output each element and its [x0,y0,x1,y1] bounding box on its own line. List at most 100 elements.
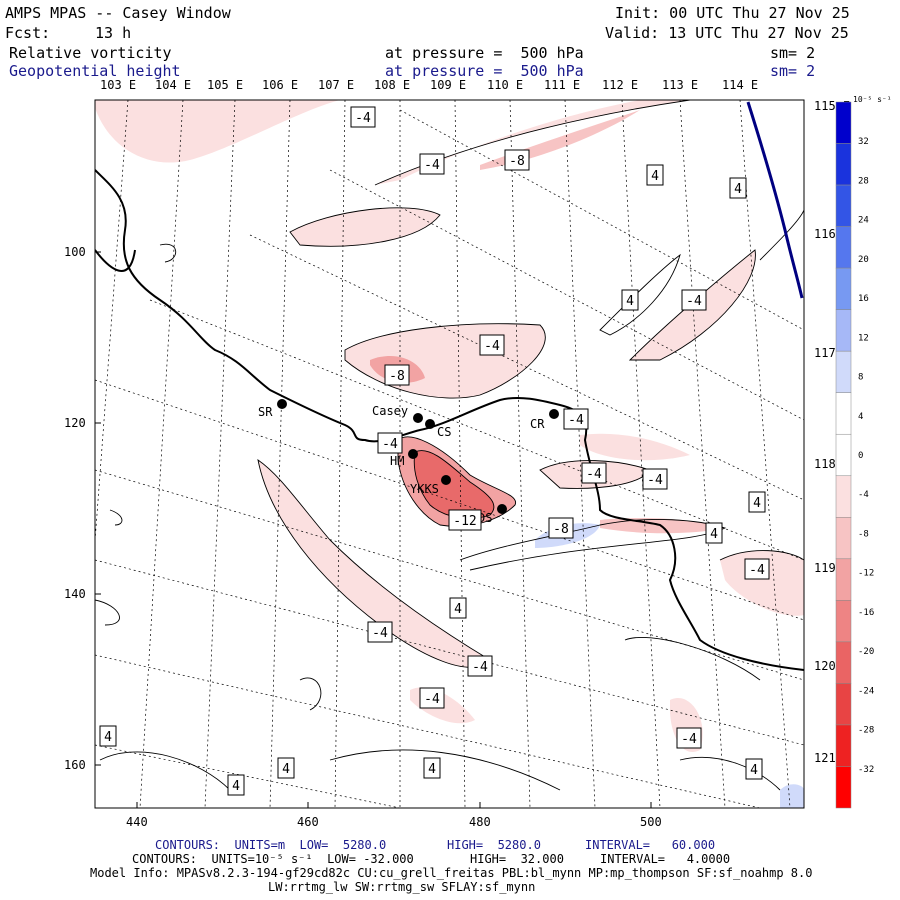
colorbar-segment [835,558,852,601]
colorbar-segment [835,475,852,518]
station-marker-cs [425,419,435,429]
lon-label-top: 105 E [207,78,243,92]
lon-label-top: 109 E [430,78,466,92]
contour-label-box [744,558,770,580]
lon-label-top: 104 E [155,78,191,92]
footer-height-contours: CONTOURS: UNITS=m LOW= 5280.0 [155,838,387,852]
contour-label-box [423,757,441,779]
colorbar-tick-label: 0 [858,451,863,461]
contour-label-box [642,468,668,490]
colorbar-segment [835,226,852,269]
contour-label: -4 [372,626,388,641]
station-marker-hm [408,449,418,459]
colorbar-tick-label: -20 [858,647,874,657]
station-label-cr: CR [530,417,545,431]
colorbar-tick-label: -24 [858,686,874,696]
colorbar: 32 28 24 20 16 12 8 4 0 -4 -8 -12 -16 -20 -24 -28 -32 [835,101,874,809]
contour-label: -4 [749,563,765,578]
contour-label: -4 [424,158,440,173]
field1-name: Relative vorticity [9,44,172,62]
contour-label-box [581,462,607,484]
contour-label-box [99,725,117,747]
footer-height-high: HIGH= 5280.0 [447,838,541,852]
colorbar-segment [835,683,852,726]
colorbar-segment [835,766,852,809]
colorbar-segment [835,267,852,310]
station-markers [277,399,559,514]
colorbar-tick-label: 16 [858,294,869,304]
contour-label-box [748,491,766,513]
contour-label-box [745,758,763,780]
colorbar-tick-label: -16 [858,608,874,618]
station-label-ykks: YKKS [410,482,439,496]
plot-frame [94,99,805,809]
lon-label-top: 108 E [374,78,410,92]
contour-label-box [449,597,467,619]
y-tick-label: 140 [64,587,86,601]
contour-label: 4 [710,527,718,542]
contour-label: -4 [647,473,663,488]
contour-label-box [227,774,245,796]
colorbar-tick-label: -8 [858,529,869,539]
field2-name: Geopotential height [9,62,181,80]
x-tick-label: 480 [469,815,491,829]
footer-model-info: Model Info: MPASv8.2.3-194-gf29cd82c CU:… [90,866,813,880]
map-title: AMPS MPAS -- Casey Window [5,4,231,22]
station-label-hm: HM [390,454,404,468]
y-tick-label: 160 [64,758,86,772]
contour-label-box [705,522,723,544]
contour-label: -4 [484,339,500,354]
contour-label-box [419,687,445,709]
contour-label: -4 [586,467,602,482]
contour-label: -4 [424,692,440,707]
lon-label-top: 114 E [722,78,758,92]
contour-label-box [681,289,707,311]
vorticity-contours [95,100,804,791]
field2-level: at pressure = 500 hPa [385,62,584,80]
contour-label-box [504,149,530,171]
x-tick-label: 500 [640,815,662,829]
colorbar-segment [835,309,852,352]
lon-label-top: 112 E [602,78,638,92]
footer-vorticity-contours: CONTOURS: UNITS=10⁻⁵ s⁻¹ LOW= -32.000 [132,852,414,866]
colorbar-tick-label: 12 [858,333,869,343]
contour-label-box [448,509,482,531]
contour-label-box [467,655,493,677]
contour-label: -4 [472,660,488,675]
station-label-ds: DS [478,511,492,525]
contour-label: 4 [626,294,634,309]
footer-height-interval: INTERVAL= 60.000 [585,838,716,852]
contour-label: -8 [509,154,525,169]
contour-label-box [367,621,393,643]
fcst-value: 13 h [95,24,132,42]
coastline [95,169,804,671]
lon-label-top: 107 E [318,78,354,92]
x-tick-label: 460 [297,815,319,829]
contour-label: -4 [568,413,584,428]
colorbar-segment [835,600,852,643]
colorbar-segment [835,433,852,477]
colorbar-segment [835,350,852,393]
colorbar-segment [835,392,852,435]
init-time: Init: 00 UTC Thu 27 Nov 25 [615,4,850,22]
colorbar-units: 10⁻⁵ s⁻¹ [853,95,892,104]
contour-label: -4 [355,111,371,126]
colorbar-tick-label: -12 [858,569,874,579]
contour-label: 4 [753,496,761,511]
station-marker-ykks [441,475,451,485]
contour-label: 4 [282,762,290,777]
contour-label-box [377,432,403,454]
contour-label: 4 [734,182,742,197]
station-marker-ds [497,504,507,514]
lon-label-top: 111 E [544,78,580,92]
contour-label-box [350,106,376,128]
station-marker-sr [277,399,287,409]
colorbar-tick-label: 20 [858,255,869,265]
contour-label-box [676,727,702,749]
contour-label-box [479,334,505,356]
contour-label-box [621,289,639,311]
contour-label-box [646,164,664,186]
footer-vorticity-high: HIGH= 32.000 [470,852,564,866]
colorbar-segment [835,641,852,684]
